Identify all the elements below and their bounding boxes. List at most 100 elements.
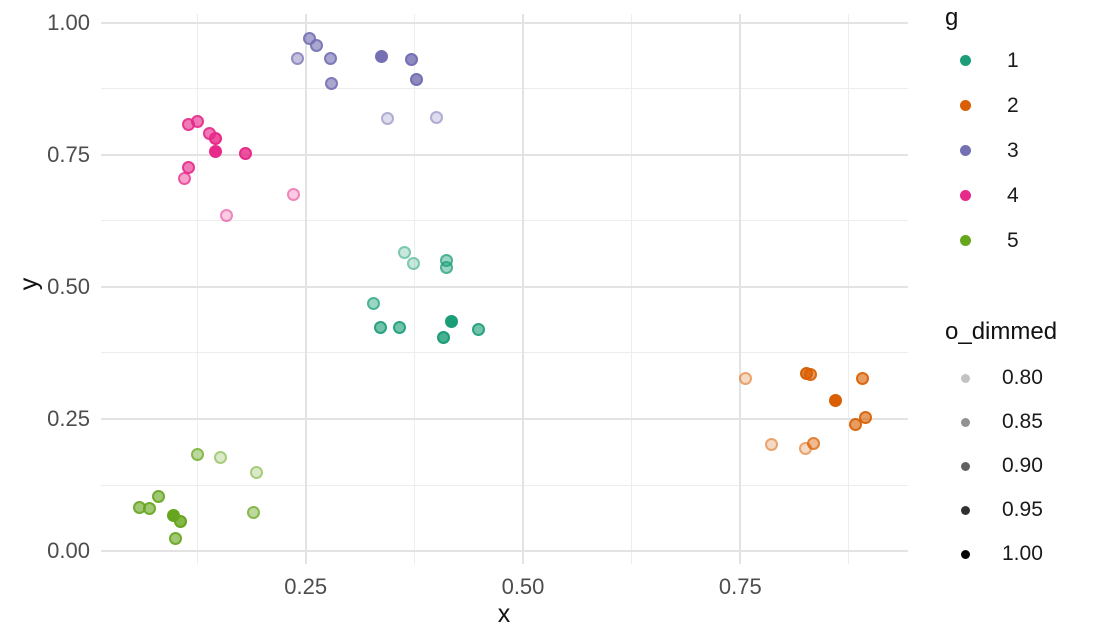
- data-point-g5: [152, 490, 166, 504]
- data-point-g5: [167, 508, 181, 522]
- y-tick-label: 0.25: [47, 406, 90, 431]
- gridline-y-major: [101, 21, 908, 24]
- color-legend-items: 1 2 3 4 5: [936, 38, 1104, 263]
- data-point-g1: [367, 297, 380, 311]
- color-legend-item: 5: [936, 218, 1104, 263]
- data-point-g3: [374, 50, 388, 64]
- legend-key-dot: [961, 373, 970, 383]
- data-point-g3: [325, 76, 339, 90]
- data-point-g1: [472, 322, 486, 336]
- data-point-g4: [208, 145, 222, 159]
- legend-key-dot: [960, 145, 971, 156]
- y-tick-label: 0.75: [47, 141, 90, 167]
- legend-key-label: 0.80: [1002, 366, 1043, 389]
- gridline-y-minor: [101, 88, 908, 90]
- data-point-g3: [410, 72, 424, 86]
- data-point-g2: [848, 418, 862, 432]
- data-point-g1: [445, 315, 459, 329]
- color-legend-item: 1: [936, 38, 1104, 83]
- data-point-g2: [739, 372, 753, 386]
- gridline-x-minor: [196, 14, 198, 564]
- data-point-g2: [858, 411, 872, 425]
- y-tick-label: 0.00: [47, 538, 90, 563]
- data-point-g1: [406, 256, 420, 270]
- alpha-legend-item: 0.80: [936, 356, 1104, 400]
- legend-key-dot: [961, 505, 970, 515]
- data-point-g4: [220, 208, 234, 222]
- legend-key-label: 4: [1007, 183, 1019, 207]
- alpha-legend-item: 0.95: [936, 488, 1104, 532]
- data-point-g4: [239, 146, 253, 160]
- gridline-y-minor: [101, 352, 908, 354]
- legend-key-dot: [960, 55, 971, 66]
- legend-key-label: 3: [1007, 138, 1019, 162]
- data-point-g3: [309, 38, 323, 52]
- data-point-g5: [214, 451, 228, 465]
- data-point-g2: [765, 438, 779, 452]
- gridline-y-major: [101, 418, 908, 420]
- alpha-legend-title: o_dimmed: [945, 318, 1058, 345]
- data-point-g4: [208, 131, 222, 145]
- legend: g 1 2 3 4 5 o_dimmed 0.80 0.85 0.90 0.95 1.00: [936, 4, 1104, 640]
- color-legend-item: 2: [936, 83, 1104, 128]
- data-point-g5: [249, 465, 263, 479]
- data-point-g1: [373, 321, 387, 335]
- data-point-g5: [190, 447, 204, 461]
- legend-key-dot: [960, 190, 971, 201]
- gridline-y-major: [101, 153, 908, 156]
- plot-panel: [101, 14, 908, 564]
- x-tick-label: 0.50: [501, 574, 545, 599]
- data-point-g2: [855, 372, 869, 386]
- gridline-y-major: [101, 285, 908, 288]
- gridline-x-minor: [631, 14, 633, 564]
- legend-key-label: 0.85: [1002, 410, 1043, 433]
- data-point-g3: [405, 53, 419, 67]
- data-point-g5: [247, 505, 261, 519]
- alpha-legend-items: 0.80 0.85 0.90 0.95 1.00: [936, 356, 1104, 576]
- data-point-g4: [177, 172, 191, 186]
- data-point-g1: [398, 245, 412, 259]
- data-point-g5: [142, 502, 156, 516]
- data-point-g2: [829, 394, 843, 408]
- color-legend-title: g: [945, 4, 959, 31]
- color-legend-item: 3: [936, 128, 1104, 173]
- x-axis-title: x: [497, 600, 511, 628]
- x-tick-label: 0.75: [718, 574, 762, 599]
- gridline-x-minor: [413, 14, 415, 564]
- data-point-g1: [393, 321, 407, 335]
- legend-key-label: 1: [1007, 48, 1019, 72]
- legend-key-dot: [960, 100, 971, 111]
- legend-key-label: 0.95: [1002, 498, 1043, 521]
- alpha-legend-item: 0.85: [936, 400, 1104, 444]
- legend-key-dot: [961, 461, 970, 471]
- alpha-legend-item: 1.00: [936, 532, 1104, 576]
- data-point-g4: [287, 188, 301, 202]
- data-point-g1: [440, 260, 454, 274]
- legend-key-label: 2: [1007, 93, 1019, 117]
- gridline-x-major: [739, 14, 742, 564]
- gridline-y-minor: [101, 220, 908, 222]
- legend-key-dot: [960, 235, 971, 246]
- gridline-x-major: [522, 14, 524, 564]
- y-axis-title: y: [15, 277, 43, 291]
- x-tick-label: 0.25: [284, 574, 328, 599]
- data-point-g3: [429, 110, 443, 124]
- data-point-g2: [799, 442, 813, 456]
- alpha-legend-item: 0.90: [936, 444, 1104, 488]
- legend-key-label: 1.00: [1002, 542, 1043, 565]
- data-point-g3: [291, 52, 305, 66]
- color-legend-item: 4: [936, 173, 1104, 218]
- data-point-g4: [190, 114, 204, 128]
- data-point-g5: [168, 532, 182, 546]
- data-point-g3: [380, 112, 394, 126]
- legend-key-dot: [961, 549, 970, 559]
- gridline-y-minor: [101, 484, 908, 486]
- data-point-g3: [324, 52, 338, 66]
- gridline-y-major: [101, 550, 908, 552]
- legend-key-label: 0.90: [1002, 454, 1043, 477]
- gridline-x-minor: [848, 14, 850, 564]
- gridline-x-major: [304, 14, 307, 564]
- legend-key-label: 5: [1007, 228, 1019, 252]
- data-point-g1: [436, 330, 450, 344]
